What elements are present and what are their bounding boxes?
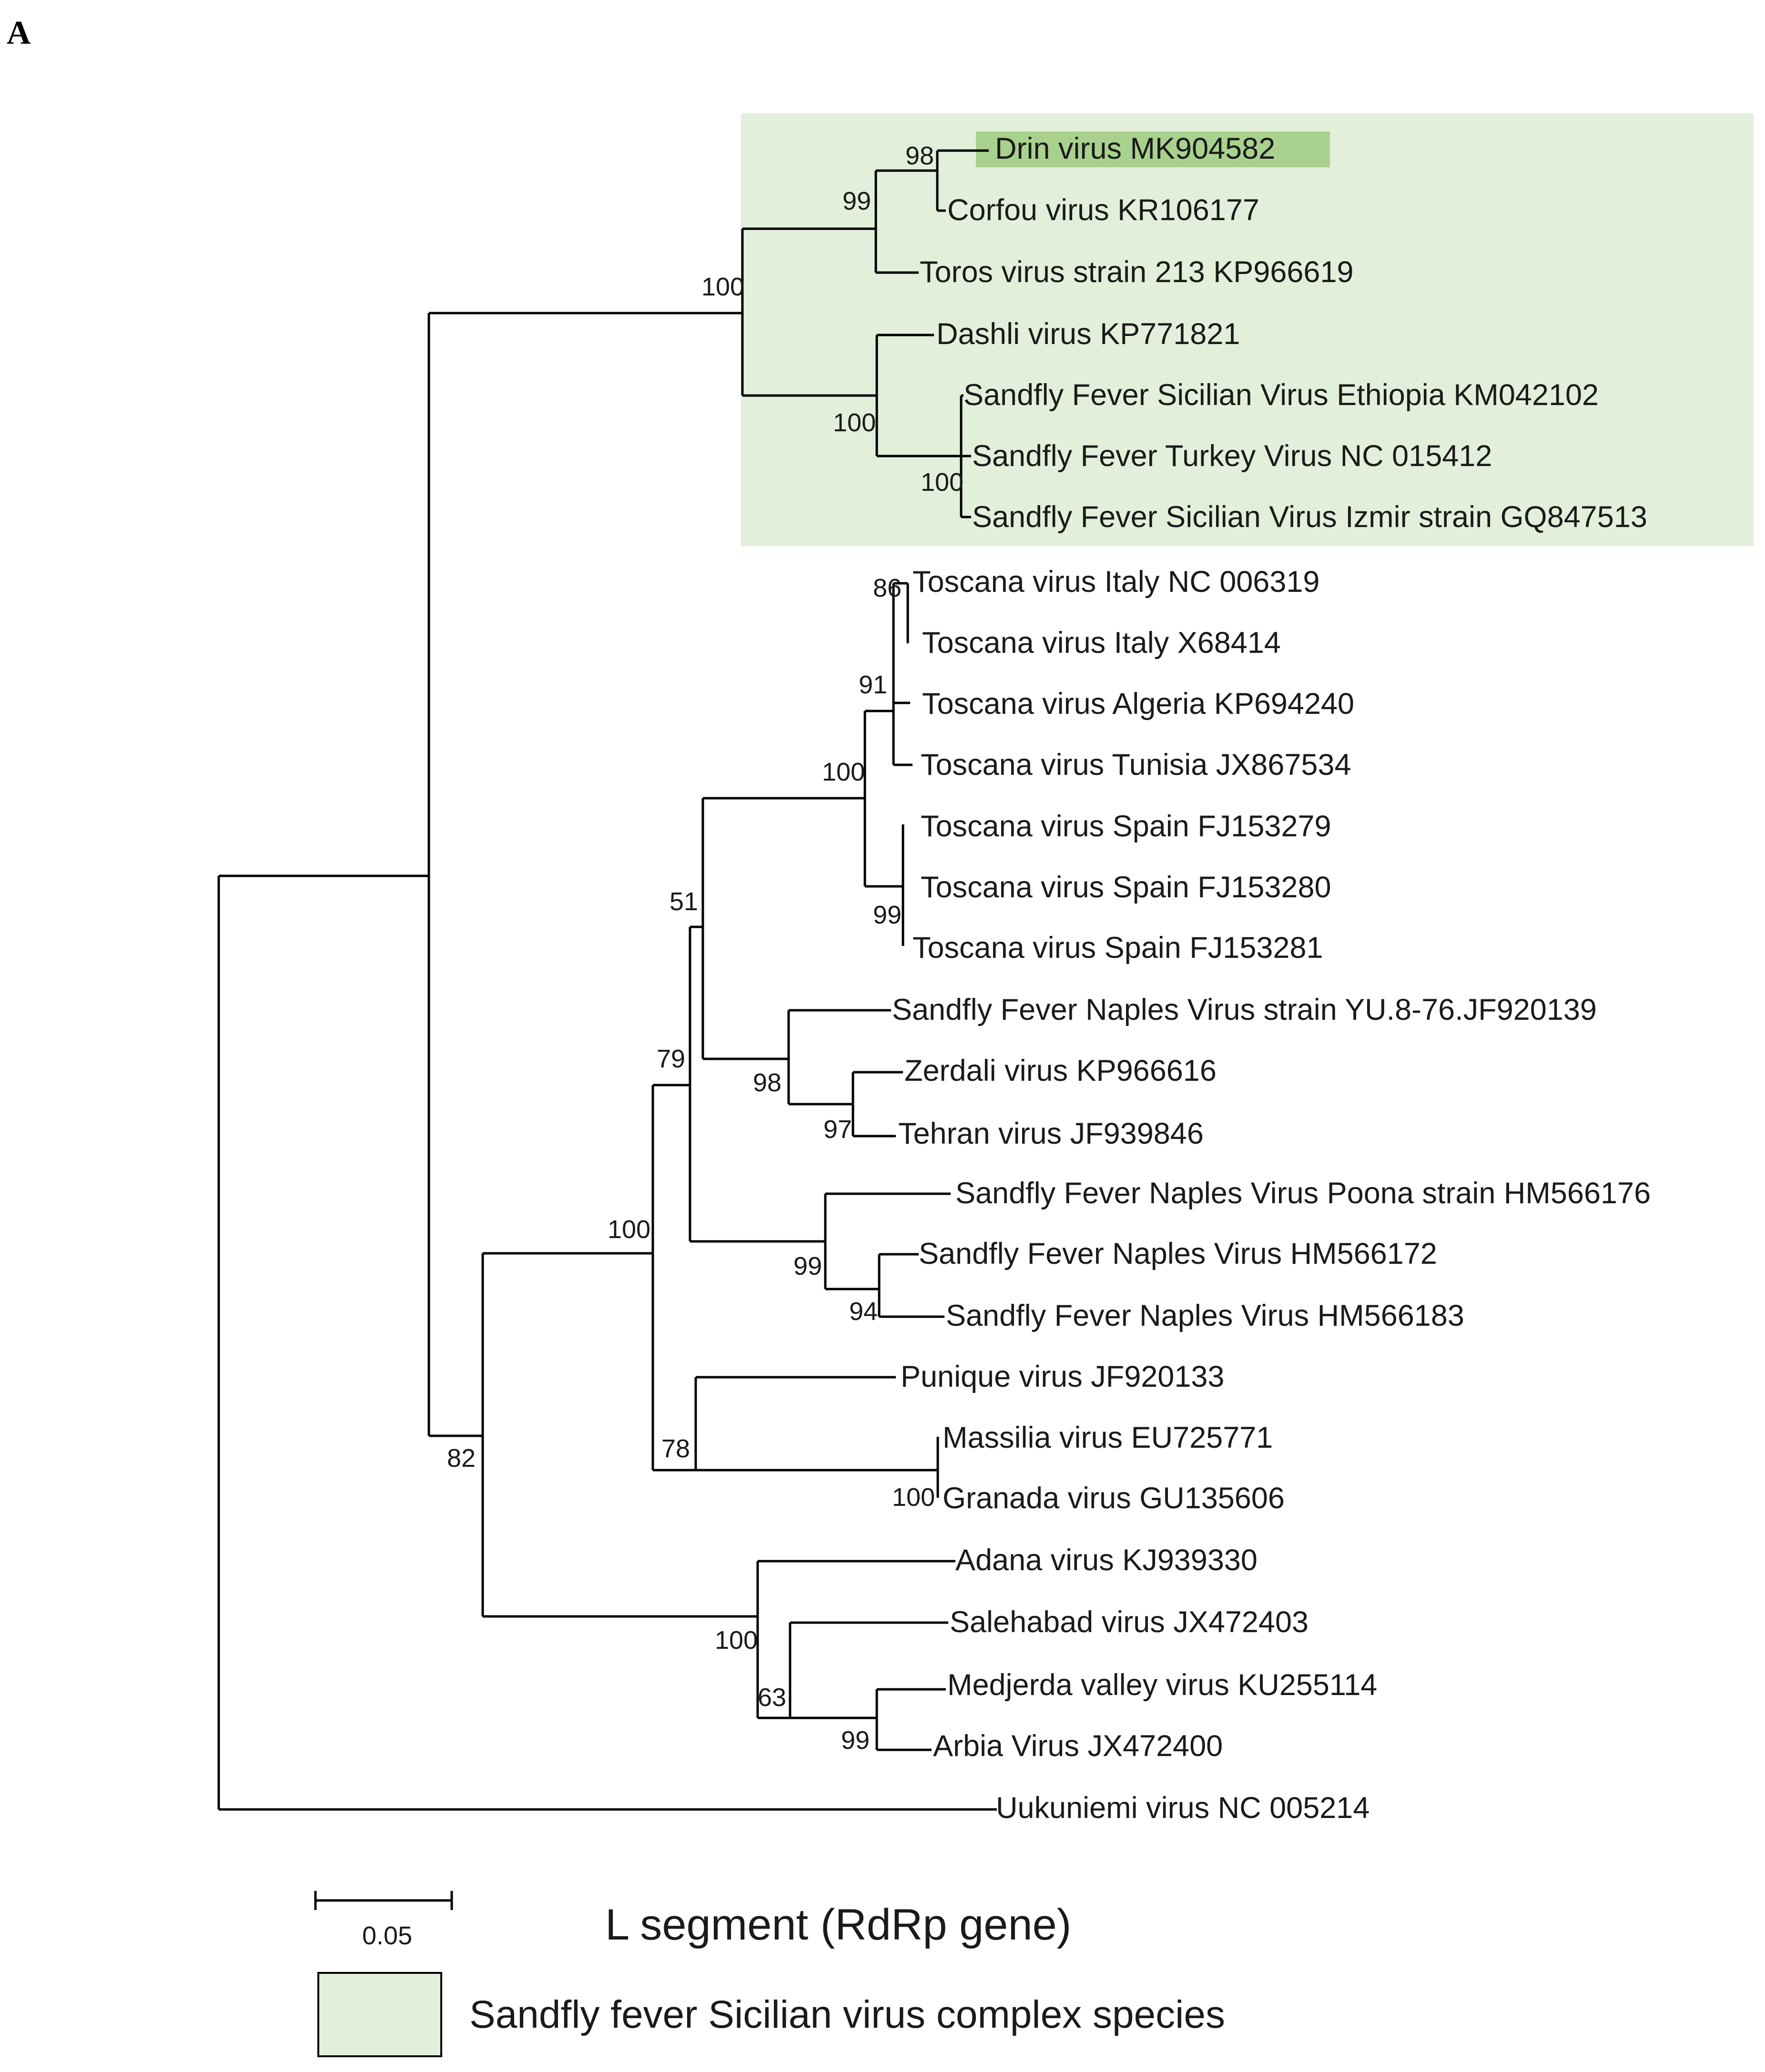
taxon-label: Corfou virus KR106177 (947, 193, 1259, 227)
taxon-label: Tehran virus JF939846 (898, 1117, 1204, 1150)
taxon-label: Uukuniemi virus NC 005214 (996, 1791, 1369, 1825)
taxon-label: Sandfly Fever Naples Virus HM566172 (919, 1237, 1437, 1270)
bootstrap-value: 100 (715, 1626, 758, 1655)
taxon-label: Sandfly Fever Turkey Virus NC 015412 (972, 439, 1492, 473)
bootstrap-value: 100 (833, 408, 876, 437)
bootstrap-value: 97 (823, 1115, 852, 1144)
drin-virus-highlight (976, 132, 1330, 167)
legend-swatch (317, 1972, 442, 2057)
legend: Sandfly fever Sicilian virus complex spe… (317, 1972, 1225, 2057)
taxon-label: Salehabad virus JX472403 (950, 1605, 1309, 1639)
taxon-label: Sandfly Fever Sicilian Virus Izmir strai… (972, 500, 1647, 534)
taxon-label: Sandfly Fever Naples Virus Poona strain … (955, 1177, 1651, 1210)
taxon-label: Toscana virus Italy NC 006319 (913, 565, 1319, 599)
legend-label: Sandfly fever Sicilian virus complex spe… (469, 1993, 1225, 2036)
bootstrap-value: 99 (793, 1252, 822, 1280)
bootstrap-value: 51 (669, 887, 698, 916)
taxon-label: Sandfly Fever Naples Virus HM566183 (946, 1299, 1464, 1332)
bootstrap-value: 79 (657, 1045, 685, 1073)
taxon-label: Toscana virus Spain FJ153280 (921, 871, 1331, 904)
figure-caption: L segment (RdRp gene) (605, 1900, 1071, 1949)
bootstrap-value: 94 (849, 1297, 878, 1326)
bootstrap-values: 98 99 100 100 100 86 91 100 99 51 97 98 … (447, 142, 964, 1755)
taxon-label: Toscana virus Tunisia JX867534 (921, 748, 1351, 782)
bootstrap-value: 98 (753, 1068, 781, 1097)
taxon-label: Drin virus MK904582 (995, 132, 1275, 165)
bootstrap-value: 100 (608, 1215, 650, 1244)
bootstrap-value: 91 (859, 670, 887, 699)
panel-label: A (7, 15, 31, 51)
bootstrap-value: 78 (661, 1434, 690, 1463)
taxon-labels: Drin virus MK904582 Corfou virus KR10617… (892, 132, 1651, 1825)
tree-branches (217, 149, 997, 1811)
bootstrap-value: 98 (905, 142, 934, 170)
taxon-label: Arbia Virus JX472400 (933, 1729, 1223, 1763)
bootstrap-value: 86 (873, 574, 902, 602)
taxon-label: Toscana virus Spain FJ153281 (913, 931, 1323, 965)
taxon-label: Toscana virus Algeria KP694240 (922, 687, 1354, 721)
taxon-label: Sandfly Fever Naples Virus strain YU.8-7… (892, 993, 1597, 1026)
scale-bar-label: 0.05 (362, 1921, 412, 1950)
taxon-label: Toscana virus Spain FJ153279 (921, 810, 1331, 843)
taxon-label: Massilia virus EU725771 (943, 1421, 1273, 1454)
taxon-label: Toscana virus Italy X68414 (922, 626, 1281, 660)
bootstrap-value: 100 (822, 758, 865, 786)
bootstrap-value: 63 (758, 1683, 786, 1712)
scale-bar: 0.05 (314, 1891, 453, 1950)
taxon-label: Dashli virus KP771821 (936, 317, 1240, 351)
taxon-label: Toros virus strain 213 KP966619 (920, 255, 1354, 289)
bootstrap-value: 100 (701, 273, 744, 301)
bootstrap-value: 99 (841, 1726, 870, 1755)
bootstrap-value: 100 (892, 1483, 935, 1512)
taxon-label: Adana virus KJ939330 (955, 1544, 1258, 1577)
taxon-label: Medjerda valley virus KU255114 (947, 1668, 1377, 1702)
bootstrap-value: 100 (921, 468, 964, 497)
bootstrap-value: 99 (842, 187, 871, 215)
taxon-label: Sandfly Fever Sicilian Virus Ethiopia KM… (964, 378, 1599, 412)
taxon-label: Punique virus JF920133 (901, 1360, 1224, 1393)
bootstrap-value: 82 (447, 1444, 476, 1473)
taxon-label: Zerdali virus KP966616 (904, 1054, 1217, 1087)
bootstrap-value: 99 (873, 901, 902, 929)
sicilian-complex-highlight (741, 113, 1754, 546)
taxon-label: Granada virus GU135606 (943, 1482, 1285, 1515)
